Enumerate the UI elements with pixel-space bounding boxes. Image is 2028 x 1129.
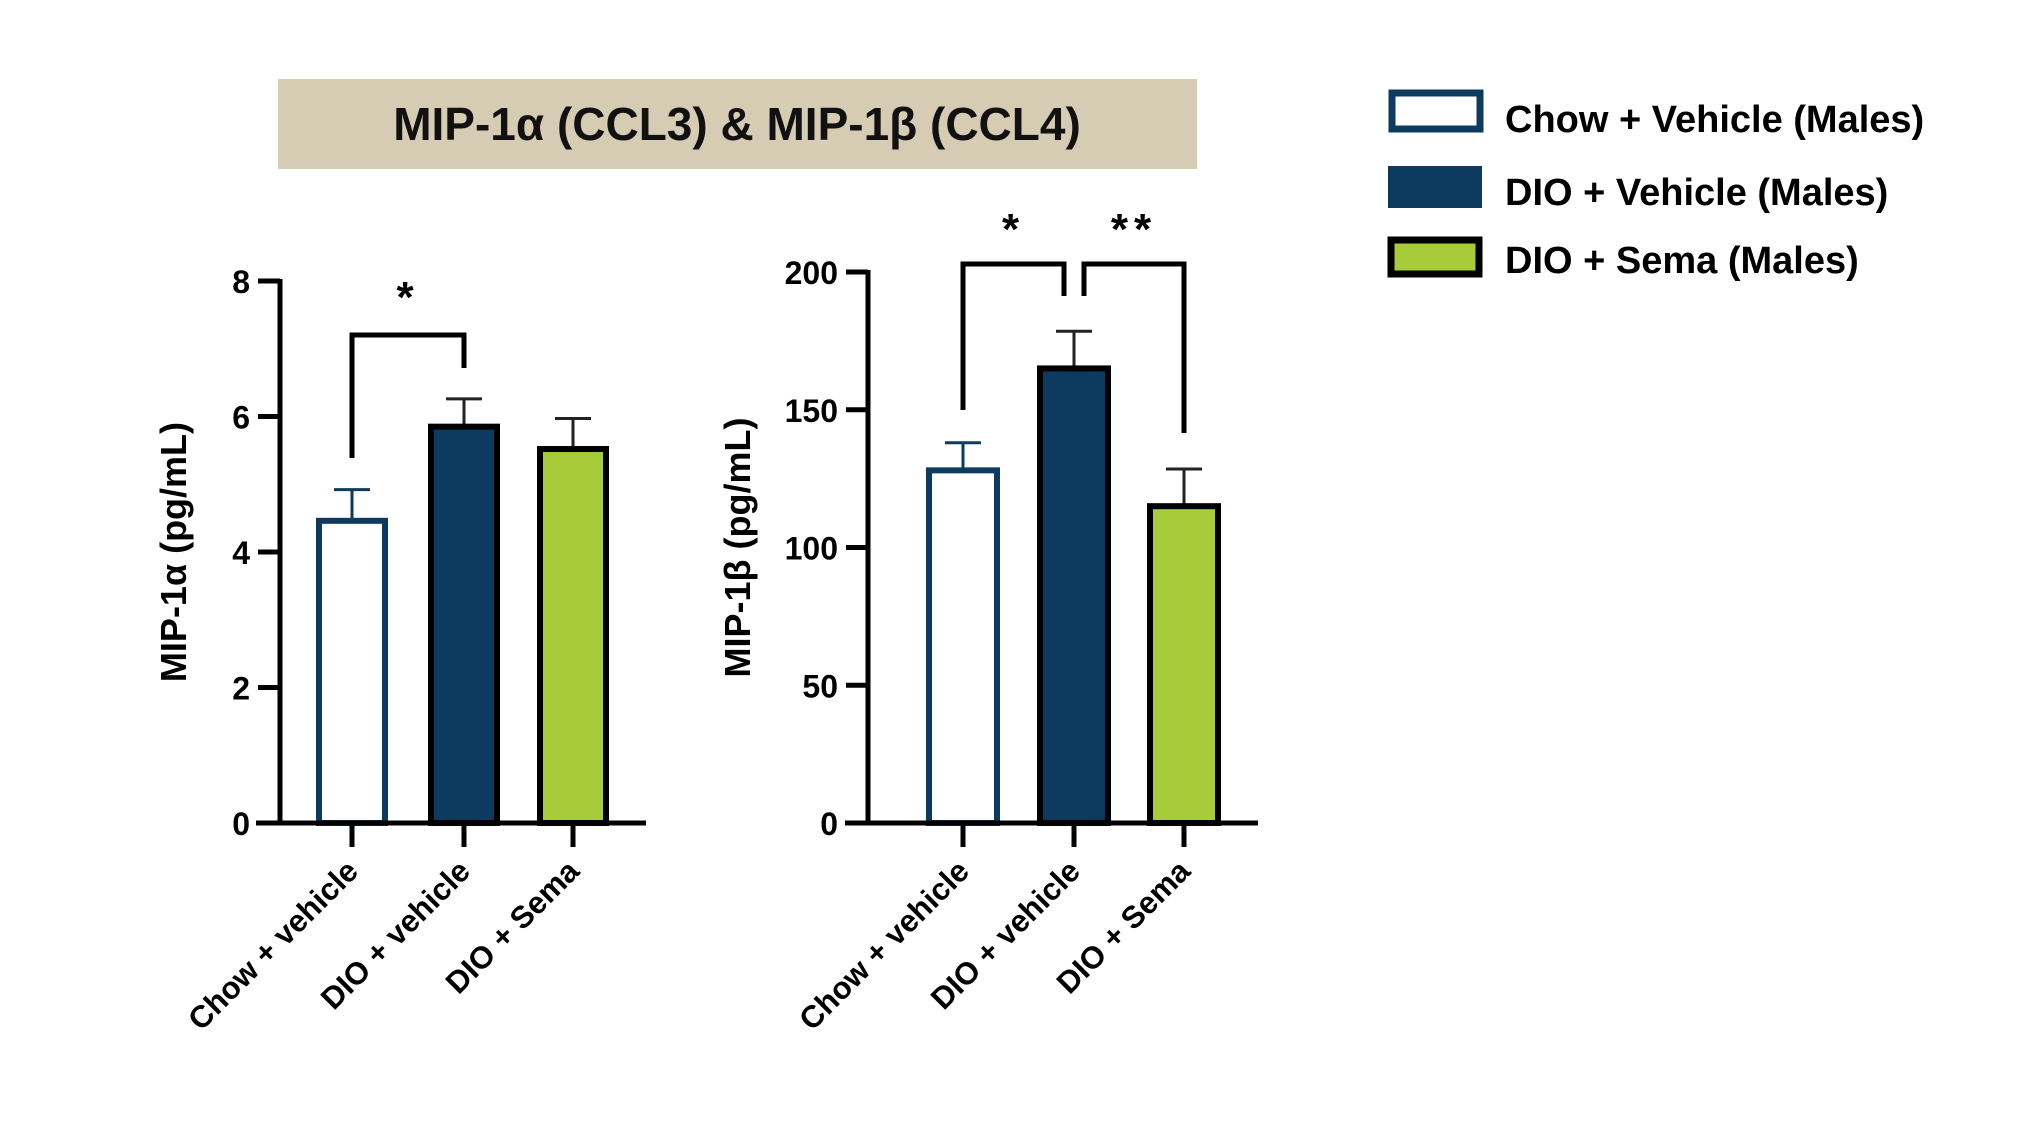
bar-1 bbox=[428, 423, 500, 826]
figure-title: MIP-1α (CCL3) & MIP-1β (CCL4) bbox=[393, 98, 1081, 150]
title-banner: MIP-1α (CCL3) & MIP-1β (CCL4) bbox=[278, 79, 1197, 169]
y-axis-label: MIP-1α (pg/mL) bbox=[153, 422, 194, 682]
y-axis-label: MIP-1β (pg/mL) bbox=[717, 418, 758, 678]
legend-label-chow-vehicle: Chow + Vehicle (Males) bbox=[1505, 99, 1924, 141]
y-tick-label: 100 bbox=[785, 531, 838, 567]
significance-label: * bbox=[396, 273, 419, 322]
bar-0 bbox=[316, 517, 388, 827]
y-tick-label: 0 bbox=[820, 806, 838, 842]
y-tick-label: 0 bbox=[232, 806, 250, 842]
y-tick-label: 50 bbox=[802, 668, 838, 704]
legend: Chow + Vehicle (Males) DIO + Vehicle (Ma… bbox=[1387, 89, 1924, 282]
y-tick-label: 2 bbox=[232, 671, 250, 707]
bar-1 bbox=[1037, 365, 1111, 826]
legend-label-dio-sema: DIO + Sema (Males) bbox=[1505, 240, 1859, 282]
y-tick-label: 6 bbox=[232, 400, 250, 436]
title-background bbox=[278, 79, 1197, 169]
y-tick-label: 4 bbox=[232, 535, 250, 571]
legend-label-dio-vehicle: DIO + Vehicle (Males) bbox=[1505, 172, 1888, 214]
significance-label: * bbox=[1002, 205, 1025, 254]
bar-2 bbox=[1147, 503, 1221, 826]
y-tick-label: 150 bbox=[785, 393, 838, 429]
significance-bracket bbox=[960, 261, 1067, 410]
legend-swatch-chow-vehicle bbox=[1388, 89, 1484, 133]
bar-0 bbox=[926, 467, 1000, 826]
significance-label: ** bbox=[1111, 205, 1157, 254]
y-tick-label: 8 bbox=[232, 264, 250, 300]
y-tick-label: 200 bbox=[785, 255, 838, 291]
significance-bracket bbox=[1081, 261, 1187, 433]
significance-bracket bbox=[349, 332, 467, 458]
legend-swatch-dio-sema bbox=[1387, 236, 1483, 278]
bar-2 bbox=[537, 446, 609, 826]
legend-swatch-dio-vehicle bbox=[1388, 166, 1482, 208]
